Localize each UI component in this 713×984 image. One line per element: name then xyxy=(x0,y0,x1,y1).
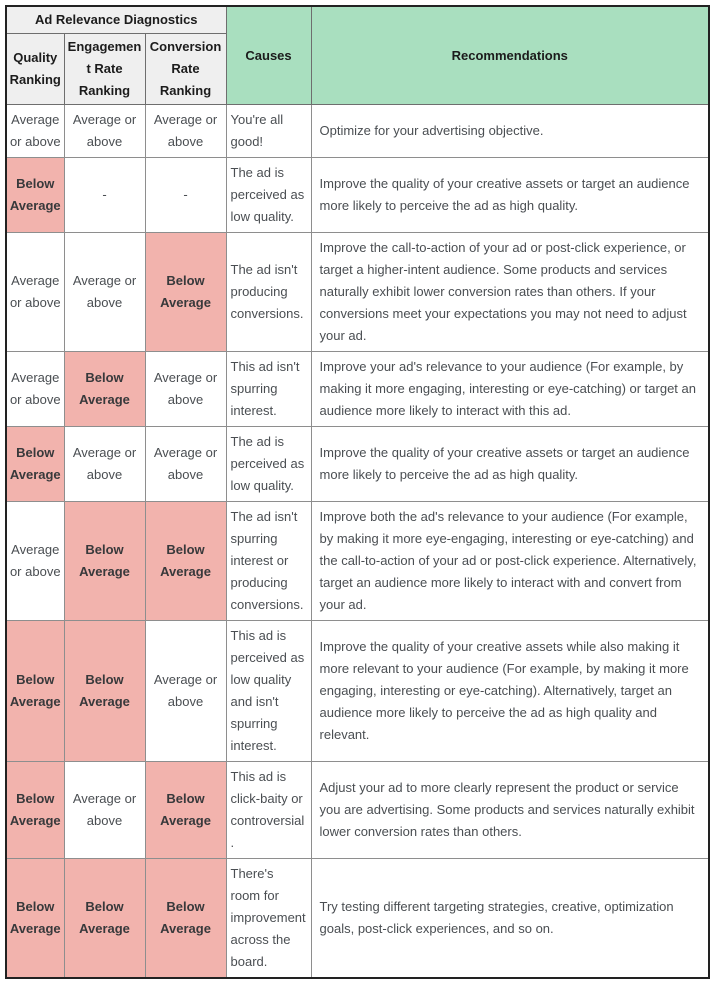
cell-engagement-ranking: Below Average xyxy=(63,501,146,621)
cell-conversion-ranking: Below Average xyxy=(144,501,227,621)
cell-cause: There's room for improvement across the … xyxy=(225,858,312,979)
cell-cause: The ad is perceived as low quality. xyxy=(225,157,312,233)
table-row: Below Average Average or above Below Ave… xyxy=(5,761,710,859)
col-header-recommendations: Recommendations xyxy=(310,5,710,105)
ad-relevance-diagnostics-table: Ad Relevance Diagnostics Causes Recommen… xyxy=(5,5,711,979)
cell-quality-ranking: Below Average xyxy=(5,426,65,502)
cell-cause: This ad is click-baity or controversial. xyxy=(225,761,312,859)
table-row: Average or above Below Average Average o… xyxy=(5,351,710,427)
table-title-row: Ad Relevance Diagnostics Causes Recommen… xyxy=(5,5,710,105)
col-header-quality-ranking: Quality Ranking xyxy=(5,33,65,105)
table-row: Below Average Below Average Average or a… xyxy=(5,620,710,762)
cell-engagement-ranking: Average or above xyxy=(63,426,146,502)
cell-engagement-ranking: Average or above xyxy=(63,761,146,859)
cell-cause: The ad isn't producing conversions. xyxy=(225,232,312,352)
table-row: Average or above Below Average Below Ave… xyxy=(5,501,710,621)
cell-recommendation: Improve both the ad's relevance to your … xyxy=(310,501,710,621)
table-header-row: Quality Ranking Engagement Rate Ranking … xyxy=(5,33,709,105)
cell-recommendation: Adjust your ad to more clearly represent… xyxy=(310,761,710,859)
cell-cause: The ad is perceived as low quality. xyxy=(225,426,312,502)
cell-quality-ranking: Below Average xyxy=(5,761,65,859)
cell-engagement-ranking: - xyxy=(63,157,146,233)
cell-quality-ranking: Average or above xyxy=(5,501,65,621)
table-row: Below Average Average or above Average o… xyxy=(5,426,710,502)
col-header-engagement-rate-ranking: Engagement Rate Ranking xyxy=(63,33,146,105)
cell-conversion-ranking: Below Average xyxy=(144,232,227,352)
cell-cause: You're all good! xyxy=(225,104,312,158)
cell-engagement-ranking: Average or above xyxy=(63,232,146,352)
cell-recommendation: Improve the quality of your creative ass… xyxy=(310,157,710,233)
cell-engagement-ranking: Below Average xyxy=(63,620,146,762)
cell-recommendation: Improve the quality of your creative ass… xyxy=(310,426,710,502)
cell-quality-ranking: Average or above xyxy=(5,232,65,352)
table-row: Average or above Average or above Averag… xyxy=(5,104,710,158)
col-header-causes: Causes xyxy=(225,5,312,105)
cell-conversion-ranking: Average or above xyxy=(144,426,227,502)
cell-recommendation: Improve the quality of your creative ass… xyxy=(310,620,710,762)
table-title: Ad Relevance Diagnostics xyxy=(5,5,227,34)
cell-cause: The ad isn't spurring interest or produc… xyxy=(225,501,312,621)
cell-conversion-ranking: Average or above xyxy=(144,351,227,427)
cell-conversion-ranking: Below Average xyxy=(144,761,227,859)
cell-conversion-ranking: Average or above xyxy=(144,104,227,158)
table-row: Average or above Average or above Below … xyxy=(5,232,710,352)
cell-recommendation: Optimize for your advertising objective. xyxy=(310,104,710,158)
cell-cause: This ad is perceived as low quality and … xyxy=(225,620,312,762)
cell-quality-ranking: Below Average xyxy=(5,620,65,762)
cell-recommendation: Improve the call-to-action of your ad or… xyxy=(310,232,710,352)
cell-cause: This ad isn't spurring interest. xyxy=(225,351,312,427)
table-row: Below Average Below Average Below Averag… xyxy=(5,858,710,979)
cell-conversion-ranking: - xyxy=(144,157,227,233)
cell-recommendation: Try testing different targeting strategi… xyxy=(310,858,710,979)
cell-conversion-ranking: Below Average xyxy=(144,858,227,979)
cell-quality-ranking: Average or above xyxy=(5,351,65,427)
table-row: Below Average - - The ad is perceived as… xyxy=(5,157,710,233)
cell-engagement-ranking: Below Average xyxy=(63,858,146,979)
cell-quality-ranking: Average or above xyxy=(5,104,65,158)
cell-conversion-ranking: Average or above xyxy=(144,620,227,762)
cell-quality-ranking: Below Average xyxy=(5,157,65,233)
col-header-conversion-rate-ranking: Conversion Rate Ranking xyxy=(144,33,227,105)
cell-quality-ranking: Below Average xyxy=(5,858,65,979)
cell-recommendation: Improve your ad's relevance to your audi… xyxy=(310,351,710,427)
cell-engagement-ranking: Average or above xyxy=(63,104,146,158)
cell-engagement-ranking: Below Average xyxy=(63,351,146,427)
